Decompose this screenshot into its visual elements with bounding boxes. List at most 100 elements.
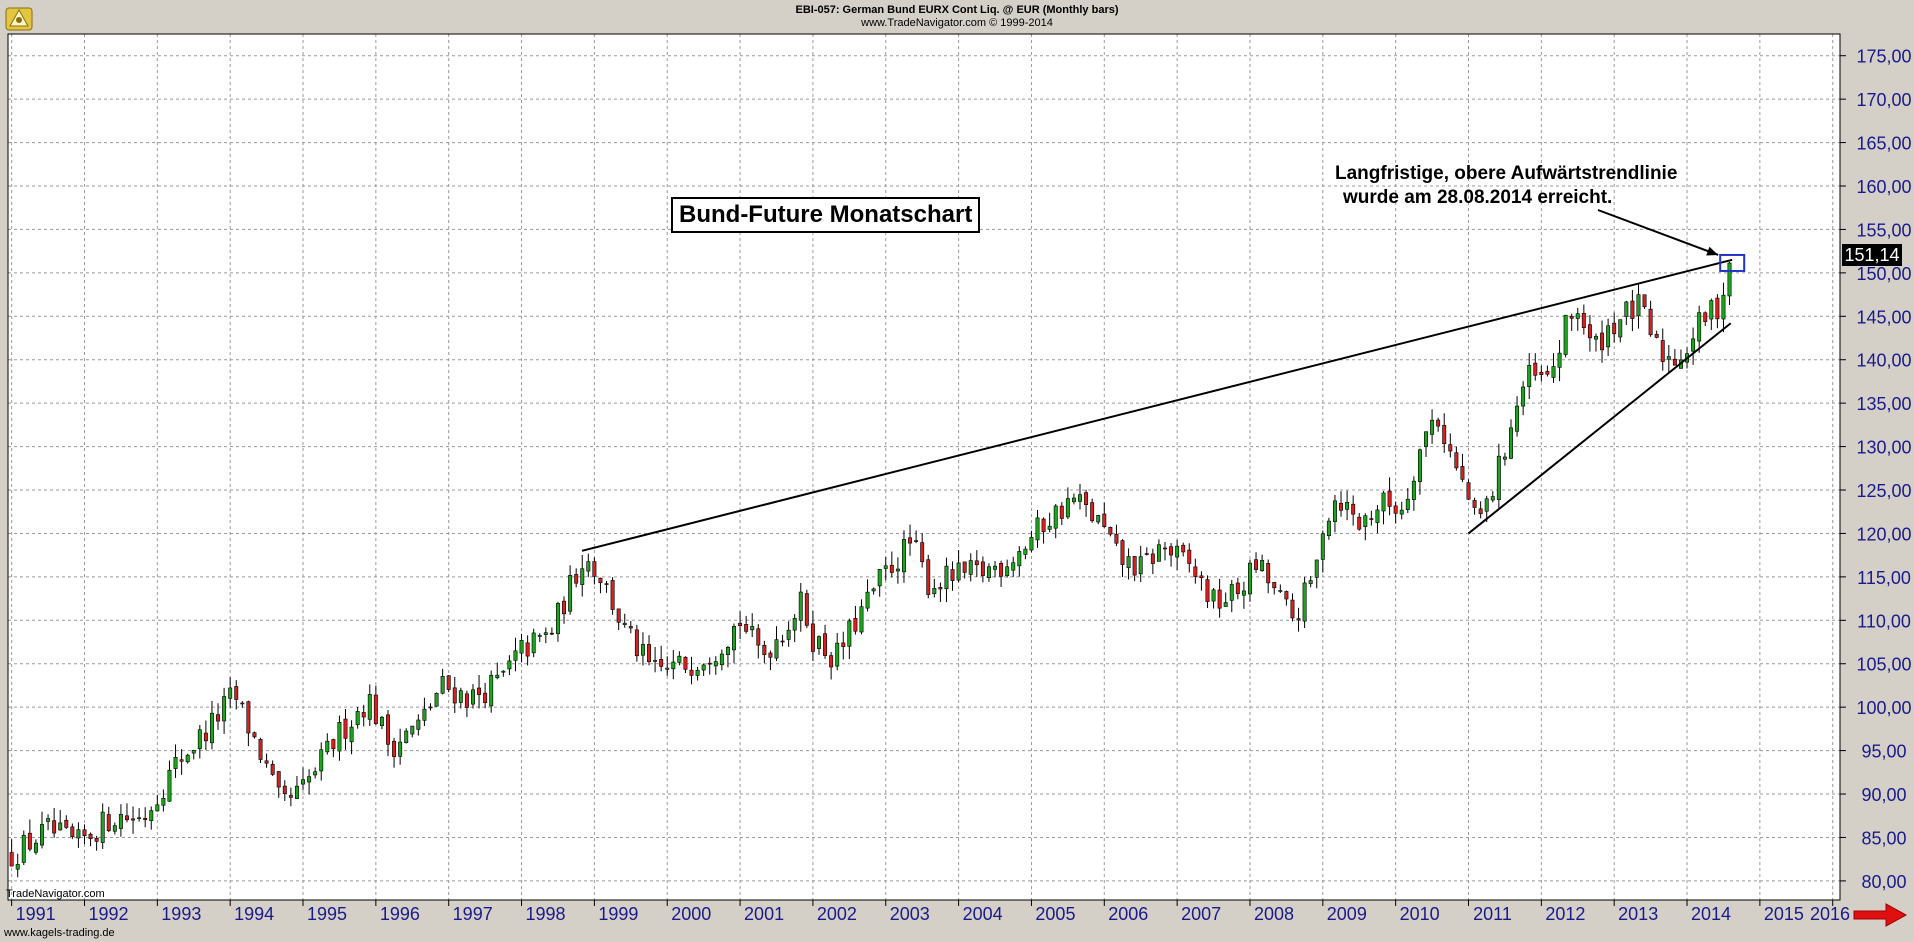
candle-body [1163, 547, 1167, 550]
red-right-arrow-icon[interactable] [1852, 902, 1908, 928]
candle-body [434, 693, 439, 707]
x-tick-label: 1999 [598, 904, 638, 924]
candle-body [222, 696, 227, 722]
candle-body [1326, 520, 1331, 537]
x-tick-label: 2010 [1400, 904, 1440, 924]
candle-body [713, 661, 718, 667]
candle-body [1660, 340, 1665, 362]
y-tick-label: 85,00 [1861, 828, 1906, 848]
y-tick-label: 155,00 [1856, 220, 1911, 240]
candle-body [416, 719, 421, 730]
website-credit: www.kagels-trading.de [4, 927, 115, 939]
candle-body [1460, 466, 1465, 480]
candle-body [294, 785, 299, 799]
y-tick-label: 170,00 [1856, 90, 1911, 110]
candle-body [1594, 335, 1598, 340]
x-tick-label: 2001 [744, 904, 784, 924]
candle-body [1697, 312, 1702, 342]
x-tick-label: 1994 [234, 904, 274, 924]
x-tick-label: 2007 [1181, 904, 1221, 924]
candle-body [21, 834, 26, 863]
candle-body [203, 732, 208, 742]
candle-body [191, 750, 196, 754]
candle-body [950, 569, 955, 581]
y-tick-label: 135,00 [1856, 394, 1911, 414]
candle-body [1654, 333, 1659, 338]
candle-body [1624, 301, 1629, 317]
candle-body [1156, 544, 1161, 562]
candle-body [1715, 297, 1720, 320]
candle-body [477, 687, 482, 695]
candle-body [258, 738, 263, 760]
candle-body [962, 561, 967, 573]
candle-body [1065, 498, 1070, 518]
candle-body [1569, 316, 1574, 319]
candle-body [574, 574, 579, 584]
candle-body [1466, 482, 1471, 500]
highlight-box [1719, 253, 1746, 272]
candle-body [392, 740, 397, 757]
x-tick-label: 1997 [453, 904, 493, 924]
candle-body [58, 822, 63, 831]
candle-body [762, 644, 767, 655]
candle-body [841, 642, 846, 647]
chart-header: EBI-057: German Bund EURX Cont Liq. @ EU… [0, 0, 1914, 30]
candle-body [1545, 370, 1550, 375]
y-tick-label: 120,00 [1856, 524, 1911, 544]
candle-body [640, 644, 645, 656]
candle-body [1290, 599, 1295, 619]
candle-body [1636, 294, 1641, 317]
plot-border [7, 33, 1841, 901]
candle-body [883, 565, 888, 569]
candle-body [1587, 324, 1592, 339]
candle-body [1648, 308, 1653, 336]
candle-body [1709, 300, 1714, 320]
candle-body [1691, 338, 1696, 352]
candle-body [1029, 537, 1034, 551]
x-tick-label: 1993 [161, 904, 201, 924]
candle-body [1023, 548, 1028, 555]
candle-body [920, 542, 925, 563]
candle-body [823, 633, 828, 656]
candle-body [1005, 566, 1010, 577]
candle-body [507, 660, 512, 670]
candle-body [1411, 480, 1416, 500]
candle-body [1138, 556, 1143, 575]
y-tick-label: 145,00 [1856, 307, 1911, 327]
candle-body [228, 687, 233, 699]
candle-body [282, 785, 287, 795]
candle-body [1436, 419, 1441, 427]
candle-body [555, 603, 560, 635]
candle-body [944, 565, 949, 590]
candle-body [1345, 501, 1350, 510]
candle-body [1047, 525, 1052, 530]
tradenavigator-credit: TradeNavigator.com [6, 888, 105, 900]
trade-navigator-logo-icon[interactable] [4, 2, 38, 34]
candle-body [64, 819, 69, 828]
candle-body [610, 580, 615, 610]
y-tick-label: 80,00 [1861, 872, 1906, 892]
candle-body [15, 864, 20, 870]
plot-area [8, 34, 1840, 900]
candle-body [76, 829, 81, 839]
candle-body [422, 708, 427, 721]
candle-body [1254, 559, 1259, 570]
candle-body [750, 626, 755, 631]
candle-body [501, 670, 506, 673]
candle-body [744, 624, 749, 632]
candle-body [908, 537, 913, 544]
last-price-label: 151,14 [1842, 244, 1902, 266]
candle-body [628, 626, 633, 629]
candle-body [337, 722, 342, 752]
candle-body [106, 814, 111, 832]
candle-body [1108, 527, 1113, 535]
candle-body [677, 655, 682, 663]
candle-body [1059, 505, 1064, 519]
annotation-text: Langfristige, obere Aufwärtstrendlinie w… [1335, 162, 1677, 210]
candle-body [1351, 503, 1356, 515]
candle-body [1618, 319, 1623, 338]
candle-body [549, 632, 554, 635]
candle-body [974, 560, 979, 566]
candle-body [616, 608, 621, 623]
candle-body [1399, 509, 1404, 515]
